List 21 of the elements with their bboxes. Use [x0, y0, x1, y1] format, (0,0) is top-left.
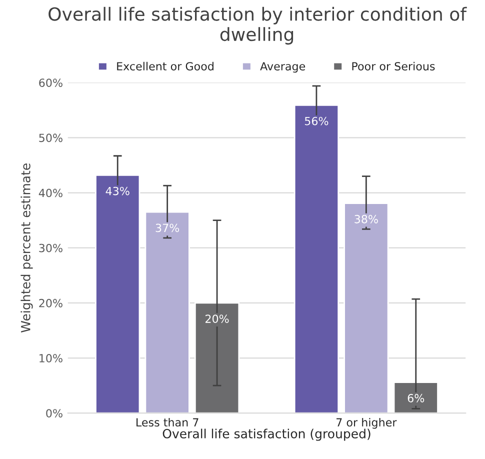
y-axis-title: Weighted percent estimate — [20, 164, 33, 332]
data-label: 20% — [206, 314, 229, 324]
y-tick-label: 0% — [46, 409, 62, 418]
data-label: 43% — [106, 186, 130, 196]
y-tick-label: 40% — [38, 188, 62, 198]
legend-label: Average — [260, 62, 306, 73]
y-tick-label: 20% — [39, 298, 62, 308]
y-tick-label: 10% — [40, 354, 62, 362]
data-label: 6% — [408, 394, 424, 402]
y-tick-label: 60% — [39, 78, 62, 87]
data-label: 56% — [304, 116, 328, 126]
y-tick-label: 30% — [39, 244, 62, 252]
data-label: 37% — [156, 224, 180, 232]
data-label: 38% — [354, 214, 378, 224]
x-tick-label: 7 or higher — [336, 418, 397, 429]
legend-label: Excellent or Good — [117, 62, 214, 70]
y-tick-label: 50% — [39, 134, 62, 142]
x-tick-label: Less than 7 — [136, 418, 198, 427]
x-axis-title: Overall life satisfaction (grouped) — [162, 428, 370, 441]
legend-label: Poor or Serious — [352, 62, 435, 70]
chart-title: Overall life satisfaction by interior condition of dwelling — [48, 6, 467, 45]
